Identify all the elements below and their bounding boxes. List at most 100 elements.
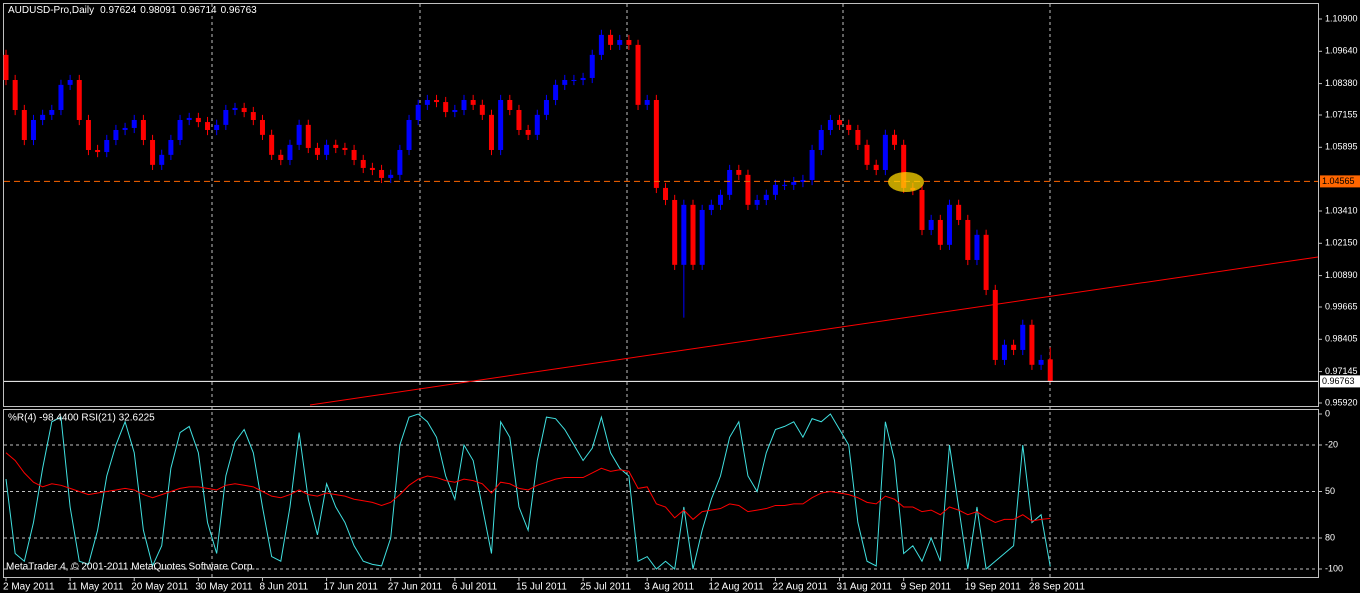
x-tick-label: 3 Aug 2011: [644, 582, 694, 593]
candle-body: [305, 124, 311, 148]
candle-body: [314, 147, 320, 155]
candle-body: [919, 189, 925, 230]
candle-body: [589, 54, 595, 78]
x-tick-label: 25 Jul 2011: [580, 582, 631, 593]
candle-body: [498, 100, 504, 150]
x-tick-label: 12 Aug 2011: [708, 582, 764, 593]
candle-body: [488, 114, 494, 150]
candle-body: [782, 184, 788, 186]
candle-body: [259, 119, 265, 135]
y-tick-label: 0: [1325, 408, 1330, 418]
candle-body: [543, 100, 549, 115]
candle-body: [360, 159, 366, 168]
candle-body: [113, 129, 119, 140]
price-label-box: [1320, 375, 1360, 388]
last-close: 0.96763: [221, 5, 258, 16]
x-tick-label: 11 May 2011: [67, 582, 124, 593]
candle-body: [708, 204, 714, 210]
candle-body: [351, 149, 357, 160]
candle-body: [3, 54, 9, 81]
candle-body: [974, 234, 980, 260]
candle-body: [131, 119, 137, 128]
candle-body: [205, 122, 211, 130]
y-tick-label: 1.07155: [1325, 109, 1358, 119]
candle-body: [177, 119, 183, 140]
candle-body: [443, 102, 449, 113]
candle-body: [232, 107, 238, 110]
candle-body: [223, 109, 229, 125]
candle-body: [424, 100, 430, 105]
candle-body: [946, 204, 952, 245]
y-tick-label: 1.09640: [1325, 46, 1358, 56]
candle-body: [534, 114, 540, 135]
candle-body: [324, 144, 330, 155]
last-high: 0.98091: [140, 5, 177, 16]
candle-body: [809, 149, 815, 180]
price-label-box: [1320, 175, 1360, 188]
candle-body: [168, 139, 174, 155]
candle-body: [452, 109, 458, 113]
candle-body: [507, 100, 513, 110]
candle-body: [214, 124, 220, 130]
x-tick-label: 8 Jun 2011: [259, 582, 308, 593]
y-tick-label: 0.95920: [1325, 397, 1358, 407]
last-low: 0.96714: [180, 5, 217, 16]
candle-body: [580, 77, 586, 81]
trend-line: [309, 256, 1319, 406]
y-tick-label: 1.10900: [1325, 13, 1358, 23]
candle-body: [296, 124, 302, 145]
candle-body: [827, 119, 833, 130]
candle-body: [644, 100, 650, 105]
candle-body: [791, 182, 797, 185]
x-tick-label: 20 May 2011: [131, 582, 189, 593]
candle-body: [992, 289, 998, 360]
candle-body: [873, 164, 879, 170]
candle-body: [928, 219, 934, 230]
y-tick-label: 1.03410: [1325, 205, 1358, 215]
candle-body: [140, 119, 146, 140]
candle-body: [406, 119, 412, 150]
y-tick-label: -20: [1325, 439, 1338, 449]
candle-body: [965, 219, 971, 260]
candle-body: [269, 134, 275, 155]
candle-body: [415, 104, 421, 120]
candle-body: [1029, 324, 1035, 365]
x-tick-label: 19 Sep 2011: [965, 582, 1021, 593]
candle-body: [882, 134, 888, 170]
chart-title: AUDUSD-Pro,Daily 0.97624 0.98091 0.96714 0.9…: [8, 5, 257, 16]
x-tick-label: 9 Sep 2011: [901, 582, 952, 593]
price-panel: [3, 3, 1319, 407]
candle-body: [40, 114, 46, 120]
candle-body: [250, 112, 256, 120]
candle-body: [617, 40, 623, 45]
candle-body: [983, 234, 989, 290]
candle-body: [956, 204, 962, 220]
candle-body: [479, 104, 485, 115]
candle-body: [12, 80, 18, 110]
x-tick-label: 15 Jul 2011: [516, 582, 567, 593]
candle-body: [21, 109, 27, 140]
indicator-title: %R(4) -98.4400 RSI(21) 32.6225: [8, 413, 155, 424]
candle-body: [626, 40, 632, 45]
x-tick-label: 22 Aug 2011: [772, 582, 828, 593]
y-tick-label: 1.02150: [1325, 238, 1358, 248]
x-tick-label: 27 Jun 2011: [388, 582, 443, 593]
candle-body: [388, 174, 394, 178]
candle-body: [608, 34, 614, 45]
candle-body: [800, 179, 806, 183]
candle-body: [598, 34, 604, 55]
candle-body: [278, 154, 284, 160]
price-label: 0.96763: [1322, 376, 1355, 386]
candle-body: [525, 129, 531, 135]
x-tick-label: 28 Sep 2011: [1029, 582, 1085, 593]
candle-body: [150, 139, 156, 165]
y-tick-label: -100: [1325, 563, 1343, 573]
plot-layer: 1.10900 1.09640 1.08380 1.07155 1.05895 1.034…: [3, 13, 1360, 593]
candle-body: [186, 117, 192, 120]
candle-body: [342, 147, 348, 150]
candle-body: [699, 209, 705, 265]
copyright: MetaTrader 4, © 2001-2011 MetaQuotes Sof…: [6, 562, 255, 573]
candle-body: [379, 169, 385, 178]
candle-body: [818, 129, 824, 150]
